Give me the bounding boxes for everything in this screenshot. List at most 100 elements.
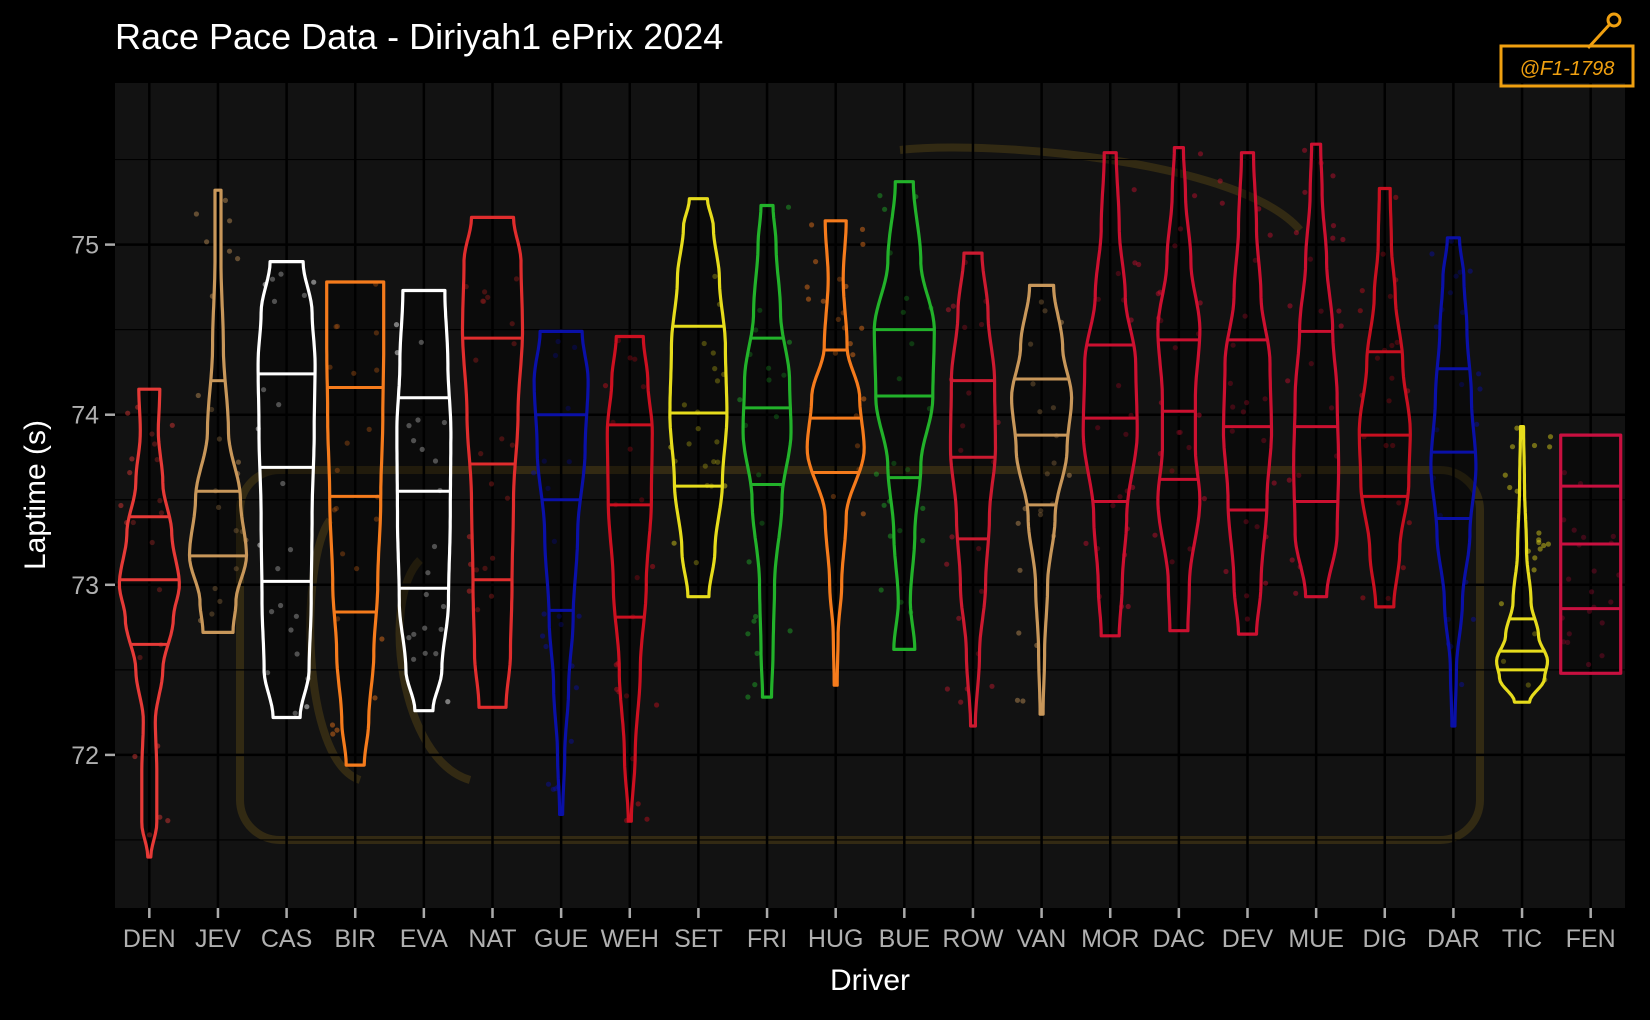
data-point xyxy=(165,818,171,824)
data-point xyxy=(861,396,867,402)
data-point xyxy=(1038,508,1044,514)
data-point xyxy=(1267,232,1273,238)
data-point xyxy=(1433,324,1439,330)
violin-dar xyxy=(1429,236,1483,728)
x-tick-label: FEN xyxy=(1566,925,1616,953)
data-point xyxy=(1476,371,1482,377)
data-point xyxy=(1229,428,1235,434)
data-point xyxy=(624,693,630,699)
data-point xyxy=(154,457,160,463)
data-point xyxy=(737,397,743,403)
x-tick-label: DEN xyxy=(123,925,176,953)
data-point xyxy=(433,651,439,657)
y-tick-label: 75 xyxy=(71,232,99,260)
data-point xyxy=(714,439,720,445)
data-point xyxy=(130,519,136,526)
data-point xyxy=(511,341,517,347)
data-point xyxy=(1453,273,1459,279)
data-point xyxy=(1201,496,1207,502)
data-point xyxy=(1357,308,1363,314)
data-point xyxy=(702,463,708,469)
data-point xyxy=(1387,293,1393,299)
data-point xyxy=(1599,653,1605,659)
data-point xyxy=(920,538,926,544)
data-point xyxy=(1459,381,1465,388)
violin-outline xyxy=(1292,142,1341,599)
violin-outline xyxy=(1081,151,1139,638)
data-point xyxy=(877,193,883,199)
data-point xyxy=(1608,599,1614,605)
data-point xyxy=(1498,601,1504,607)
data-point xyxy=(294,651,300,657)
data-point xyxy=(1169,468,1175,474)
data-point xyxy=(276,402,282,408)
data-point xyxy=(157,814,163,820)
data-point xyxy=(541,611,547,617)
data-point xyxy=(905,467,911,473)
data-point xyxy=(878,587,884,593)
data-point xyxy=(635,801,641,807)
data-point xyxy=(327,364,333,370)
data-point xyxy=(1338,323,1344,329)
data-point xyxy=(1380,251,1386,257)
data-point xyxy=(1545,541,1551,547)
data-point xyxy=(334,467,340,473)
data-point xyxy=(1531,442,1538,449)
data-point xyxy=(1244,400,1250,406)
data-point xyxy=(513,276,520,282)
data-point xyxy=(1561,517,1567,523)
data-point xyxy=(887,533,894,539)
data-point xyxy=(156,587,163,593)
data-point xyxy=(565,405,571,411)
data-point xyxy=(710,350,716,356)
axes: 72 73 74 75 DEN JEV CAS BIR EVA NAT GUE WEH SET FRI HU… xyxy=(71,232,1615,953)
data-point xyxy=(837,276,843,282)
data-point xyxy=(1400,565,1406,571)
data-point xyxy=(958,699,964,705)
data-point xyxy=(1359,288,1365,294)
data-point xyxy=(406,635,412,641)
data-point xyxy=(419,446,425,452)
data-point xyxy=(366,426,372,432)
data-point xyxy=(1500,658,1507,664)
data-point xyxy=(644,816,650,822)
violin-outline xyxy=(872,180,936,651)
violin-jev xyxy=(187,188,249,634)
data-point xyxy=(1116,383,1122,389)
data-point xyxy=(962,324,968,330)
data-point xyxy=(897,528,903,534)
data-point xyxy=(1374,355,1381,361)
data-point xyxy=(480,298,486,304)
data-point xyxy=(654,702,660,708)
data-point xyxy=(1132,260,1138,266)
data-point xyxy=(753,613,759,620)
data-point xyxy=(1308,361,1314,367)
data-point xyxy=(950,303,956,309)
data-point xyxy=(379,636,385,642)
data-point xyxy=(989,683,995,689)
x-tick-label: FRI xyxy=(747,925,787,953)
data-point xyxy=(1547,434,1554,440)
data-point xyxy=(1536,539,1542,546)
data-point xyxy=(331,507,338,513)
data-point xyxy=(550,786,556,792)
data-point xyxy=(127,470,133,476)
data-point xyxy=(1307,256,1313,262)
data-point xyxy=(1514,425,1520,431)
data-point xyxy=(411,438,417,444)
data-point xyxy=(311,279,317,285)
data-point xyxy=(1386,398,1392,404)
data-point xyxy=(634,575,640,581)
data-point xyxy=(576,613,582,619)
data-point xyxy=(945,307,952,313)
data-point xyxy=(344,440,350,446)
data-point xyxy=(473,357,479,363)
data-point xyxy=(804,284,810,290)
violin-tic xyxy=(1495,425,1554,704)
data-point xyxy=(418,339,424,345)
x-tick-label: MOR xyxy=(1081,925,1139,953)
data-point xyxy=(393,322,400,328)
data-point xyxy=(754,650,760,657)
data-point xyxy=(209,406,215,413)
data-point xyxy=(1525,682,1531,688)
